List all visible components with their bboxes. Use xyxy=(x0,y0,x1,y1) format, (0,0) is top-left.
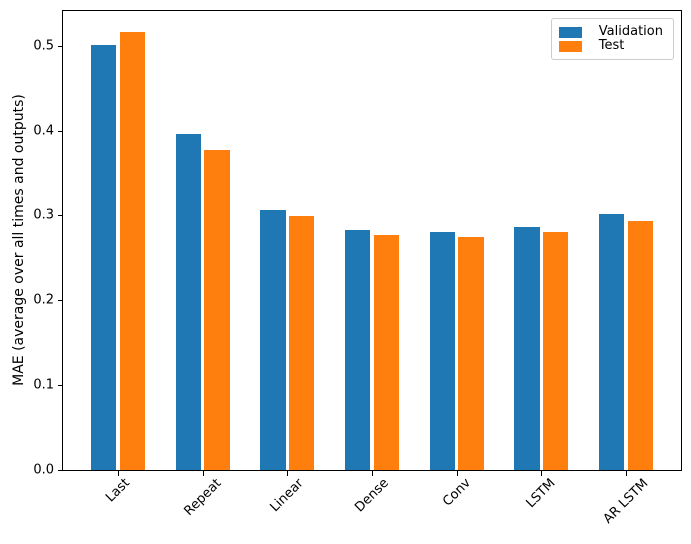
bar-validation-dense xyxy=(344,229,371,470)
x-tick-label-lstm: LSTM xyxy=(523,476,559,512)
x-tick-label-repeat: Repeat xyxy=(181,476,225,520)
y-tick-mark xyxy=(58,300,63,302)
legend-label: Validation xyxy=(598,24,663,39)
x-tick-mark xyxy=(456,471,458,476)
bar-test-dense xyxy=(373,235,400,470)
legend-entry-validation: Validation xyxy=(558,24,665,39)
bar-validation-linear xyxy=(260,210,286,470)
bar-validation-lstm xyxy=(514,227,540,470)
legend: Validation Test xyxy=(550,18,674,60)
x-tick-mark xyxy=(372,471,373,476)
y-tick-label: 0.4 xyxy=(33,123,54,139)
legend-label: Test xyxy=(598,38,625,53)
x-tick-mark xyxy=(625,471,627,476)
bar-test-conv xyxy=(458,236,484,470)
y-axis-label: MAE (average over all times and outputs) xyxy=(11,94,27,386)
y-tick-mark xyxy=(58,45,63,47)
bar-validation-repeat xyxy=(175,134,202,470)
bar-test-last xyxy=(119,32,146,470)
y-tick-label: 0.2 xyxy=(33,292,54,308)
x-tick-label-linear: Linear xyxy=(267,475,307,516)
y-tick-mark xyxy=(58,385,63,387)
x-tick-label-last: Last xyxy=(103,475,134,506)
bar-validation-last xyxy=(91,44,117,470)
y-tick-label: 0.5 xyxy=(33,38,54,54)
x-tick-mark xyxy=(541,471,543,476)
x-tick-label-dense: Dense xyxy=(352,475,392,516)
legend-entry-test: Test xyxy=(558,38,665,53)
bar-validation-conv xyxy=(429,231,455,470)
x-tick-label-ar-lstm: AR LSTM xyxy=(600,476,652,527)
x-tick-mark xyxy=(202,471,204,476)
plot-area: 0.0 0.1 0.2 0.3 0.4 0.5 Last Repeat Linear Dense… xyxy=(33,10,682,527)
legend-swatch-icon xyxy=(558,40,582,52)
legend-items: Validation Test xyxy=(558,24,665,53)
y-tick-mark xyxy=(58,470,63,471)
x-tick-mark xyxy=(287,471,289,476)
bar-test-lstm xyxy=(542,232,569,470)
x-tick-label-conv: Conv xyxy=(439,476,474,510)
bar-test-ar-lstm xyxy=(627,220,653,470)
bar-validation-ar-lstm xyxy=(598,213,625,470)
y-tick-mark xyxy=(58,215,63,217)
bar-test-repeat xyxy=(204,150,230,470)
bar-test-linear xyxy=(289,216,315,470)
legend-swatch-icon xyxy=(558,26,582,38)
y-tick-label: 0.0 xyxy=(33,462,54,478)
y-tick-label: 0.1 xyxy=(33,377,54,393)
y-tick-mark xyxy=(58,130,63,132)
y-tick-label: 0.3 xyxy=(33,207,54,223)
x-tick-mark xyxy=(118,471,120,476)
